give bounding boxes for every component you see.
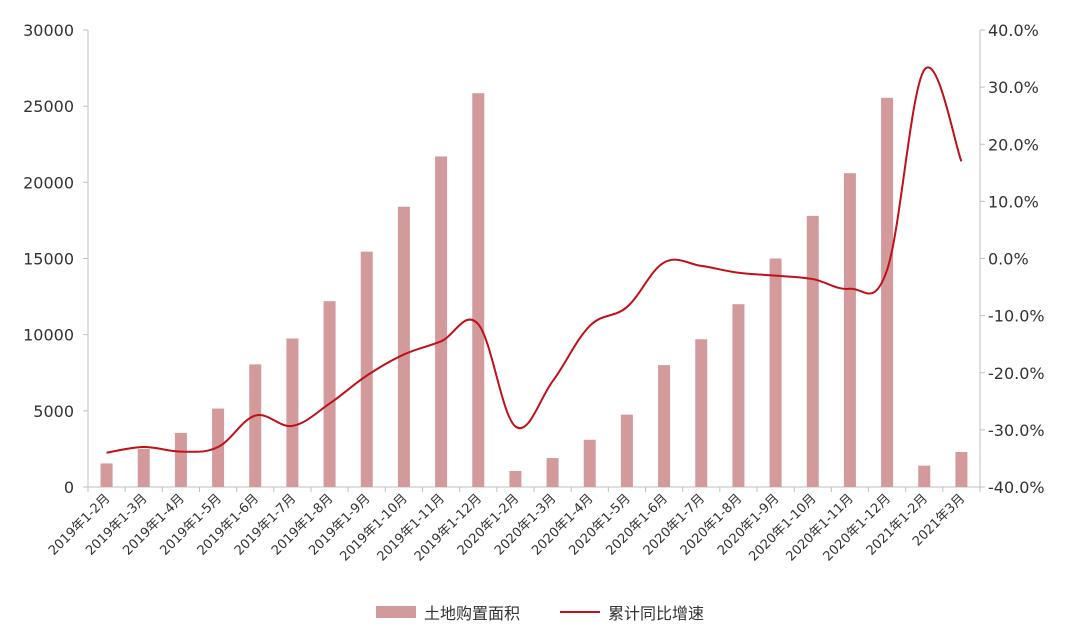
right-tick-label: 0.0% [988,250,1029,269]
bar [769,258,782,487]
right-tick-label: -10.0% [988,307,1045,326]
right-tick-label: 20.0% [988,135,1039,154]
bar [100,463,113,487]
bar [397,206,410,487]
bar [286,338,299,487]
bar [806,215,819,487]
bar [695,339,708,487]
line-series [106,66,963,454]
left-axis-ticks: 0 5000 10000 15000 20000 25000 30000 [23,21,88,497]
bars-series [100,93,968,488]
left-tick-label: 30000 [23,21,74,40]
bar [881,97,894,487]
bar [658,365,671,487]
bar [137,448,150,487]
right-tick-label: 30.0% [988,78,1039,97]
bar [509,471,522,487]
bar [249,364,262,487]
bar [472,93,485,488]
right-tick-label: 10.0% [988,192,1039,211]
bar [955,451,968,487]
bar [843,173,856,487]
legend-swatch-bar [375,606,416,618]
category-axis-ticks: 2019年1-2月2019年1-3月2019年1-4月2019年1-5月2019… [46,487,981,564]
left-tick-label: 20000 [23,173,74,192]
bar [360,251,373,487]
left-tick-label: 15000 [23,250,74,269]
growth-line [106,66,963,454]
left-tick-label: 0 [64,478,74,497]
legend-label-bar: 土地购置面积 [423,604,520,623]
left-tick-label: 10000 [23,326,74,345]
legend-item-line[interactable]: 累计同比增速 [560,600,704,624]
left-tick-label: 5000 [33,402,74,421]
left-tick-label: 25000 [23,97,74,116]
right-tick-label: -30.0% [988,421,1045,440]
bar [583,439,596,487]
right-tick-label: -20.0% [988,364,1045,383]
right-tick-label: -40.0% [988,478,1045,497]
bar [174,432,187,487]
legend-item-bar[interactable]: 土地购置面积 [375,600,520,624]
bar [918,465,931,487]
bar [732,304,745,487]
legend: 土地购置面积 累计同比增速 [0,600,1080,624]
right-axis-ticks: -40.0% -30.0% -20.0% -10.0% 0.0% 10.0% 20.0% 30… [980,21,1045,497]
right-tick-label: 40.0% [988,21,1039,40]
bar [546,458,559,487]
bar [323,301,336,487]
legend-label-line: 累计同比增速 [608,604,705,623]
legend-swatch-line [560,611,600,613]
bar [620,414,633,487]
bar [435,156,448,488]
